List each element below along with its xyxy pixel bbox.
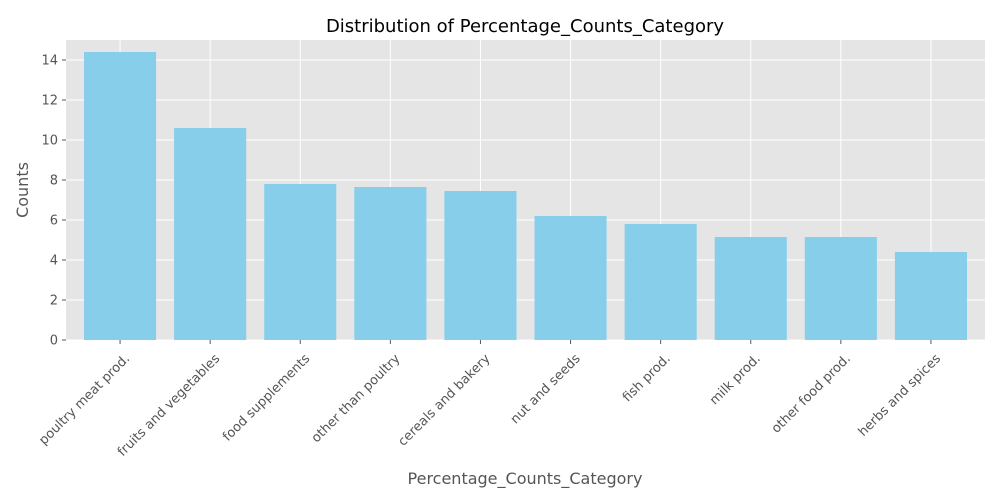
x-axis-ticks: poultry meat prod.fruits and vegetablesf… xyxy=(36,340,944,460)
x-tick-label: fish prod. xyxy=(620,351,674,405)
x-tick-label: nut and seeds xyxy=(508,351,584,427)
x-tick-label: cereals and bakery xyxy=(395,351,493,449)
bar xyxy=(84,52,157,340)
y-axis-ticks: 0 2 4 6 8 10 12 14 xyxy=(41,54,66,349)
x-tick-label: other food prod. xyxy=(769,351,854,436)
x-axis-label: Percentage_Counts_Category xyxy=(408,469,643,489)
x-tick-label: other than poultry xyxy=(309,351,404,446)
bar xyxy=(804,237,877,340)
y-tick-label: 10 xyxy=(41,134,58,149)
bar xyxy=(444,191,517,340)
y-tick-label: 8 xyxy=(50,174,58,189)
bar xyxy=(534,216,607,340)
y-axis-label: Counts xyxy=(13,162,32,218)
y-tick-label: 12 xyxy=(41,94,58,109)
x-tick-label: poultry meat prod. xyxy=(36,351,133,448)
bar xyxy=(264,184,337,340)
y-tick-label: 0 xyxy=(50,334,58,349)
bar xyxy=(174,128,247,340)
bar xyxy=(354,187,427,340)
chart-title: Distribution of Percentage_Counts_Catego… xyxy=(326,16,724,37)
y-tick-label: 6 xyxy=(50,214,58,229)
x-tick-label: herbs and spices xyxy=(856,351,944,439)
x-tick-label: fruits and vegetables xyxy=(115,351,223,459)
bars xyxy=(84,52,967,340)
y-tick-label: 14 xyxy=(41,54,58,69)
y-tick-label: 4 xyxy=(50,254,58,269)
y-tick-label: 2 xyxy=(50,294,58,309)
x-tick-label: food supplements xyxy=(220,351,313,444)
x-tick-label: milk prod. xyxy=(707,351,764,408)
bar xyxy=(714,237,787,340)
bar xyxy=(894,252,967,340)
bar xyxy=(624,224,697,340)
